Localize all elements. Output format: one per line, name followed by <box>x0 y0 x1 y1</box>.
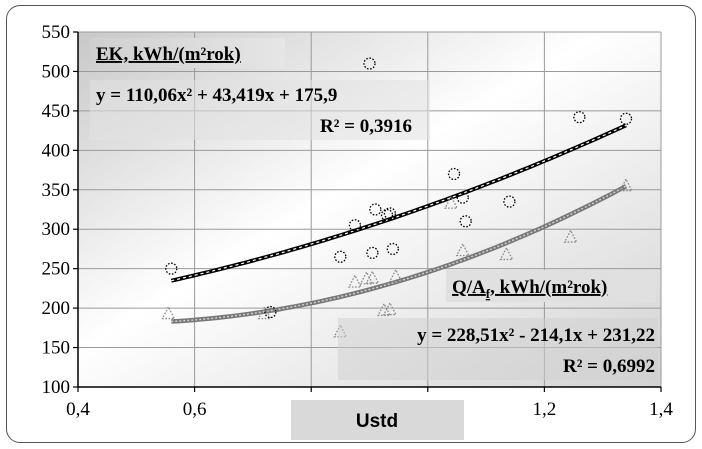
ek-data-point <box>369 203 382 216</box>
ek-r2: R² = 0,3916 <box>320 116 412 137</box>
ek-title: EK, kWh/(m²rok) <box>96 44 241 65</box>
data-points <box>161 57 634 338</box>
y-tick-labels: 100 150 200 250 300 350 400 450 500 550 <box>42 22 71 398</box>
q-data-point <box>388 268 403 283</box>
x-tick-label: 0,4 <box>66 399 90 420</box>
q-data-point <box>161 305 176 320</box>
ek-data-point <box>366 246 379 260</box>
x-tick-label: 1,4 <box>649 399 673 420</box>
q-data-point <box>347 274 362 288</box>
ek-trendline-dash <box>171 124 627 282</box>
ek-title-box <box>90 38 285 68</box>
ek-data-point <box>334 250 347 263</box>
q-r2: R² = 0,6992 <box>563 356 655 377</box>
y-tick-label: 250 <box>42 259 71 280</box>
ek-data-point <box>348 219 362 232</box>
ek-data-point <box>459 215 472 228</box>
x-axis-label-box <box>291 400 464 440</box>
q-data-point <box>365 270 380 284</box>
q-data-point <box>382 301 397 316</box>
q-equation: y = 228,51x² - 214,1x + 231,22 <box>417 325 655 346</box>
ek-equation-box <box>90 80 430 140</box>
ek-data-point <box>165 262 178 275</box>
ek-data-point <box>456 191 469 204</box>
q-data-point <box>499 246 514 261</box>
trendlines <box>170 123 628 324</box>
x-tick-labels: 0,40,60,81,21,4 <box>66 399 673 420</box>
q-data-point <box>377 302 392 317</box>
q-trendline-pattern <box>171 185 627 323</box>
q-title-rest: , kWh/(m²rok) <box>490 277 607 298</box>
x-tick-label: 0,6 <box>183 399 207 420</box>
ek-data-point <box>264 305 277 319</box>
q-data-point <box>563 229 578 243</box>
q-equation-box <box>338 318 658 380</box>
ek-equation: y = 110,06x² + 43,419x + 175,9 <box>96 85 337 106</box>
q-data-point <box>257 305 272 320</box>
ek-data-point <box>380 208 394 222</box>
x-axis-label: Ustd <box>356 411 398 432</box>
y-tick-label: 500 <box>42 61 71 82</box>
ek-data-point <box>383 207 397 220</box>
ek-data-point <box>447 167 461 181</box>
y-tick-label: 400 <box>42 140 71 161</box>
y-tick-label: 350 <box>42 180 71 201</box>
axes <box>73 31 662 392</box>
y-tick-label: 300 <box>42 219 71 240</box>
ek-data-point <box>386 242 399 256</box>
ek-data-point <box>619 112 633 125</box>
q-data-point <box>359 270 374 285</box>
y-tick-label: 450 <box>42 101 71 122</box>
x-tick-label: 1,2 <box>533 399 557 420</box>
q-data-point <box>333 323 348 338</box>
q-title: Q/Af, kWh/(m²rok) <box>452 277 607 301</box>
ek-data-point <box>573 111 586 124</box>
q-title-box <box>446 270 656 302</box>
q-data-point <box>455 242 470 257</box>
q-title-sub: f <box>486 286 491 301</box>
ek-data-point <box>503 195 516 208</box>
ek-data-point <box>363 57 376 70</box>
y-tick-label: 100 <box>42 377 71 398</box>
q-data-point <box>444 195 459 209</box>
y-tick-label: 150 <box>42 338 71 359</box>
y-tick-label: 550 <box>42 22 71 43</box>
q-data-point <box>618 177 634 192</box>
q-title-main: Q/A <box>452 277 486 298</box>
y-tick-label: 200 <box>42 298 71 319</box>
